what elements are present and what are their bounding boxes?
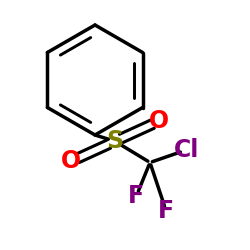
Text: F: F — [128, 184, 144, 208]
Text: S: S — [106, 129, 124, 153]
Text: O: O — [61, 149, 81, 173]
Text: F: F — [158, 199, 174, 223]
Text: Cl: Cl — [174, 138, 199, 162]
Text: O: O — [149, 109, 169, 133]
